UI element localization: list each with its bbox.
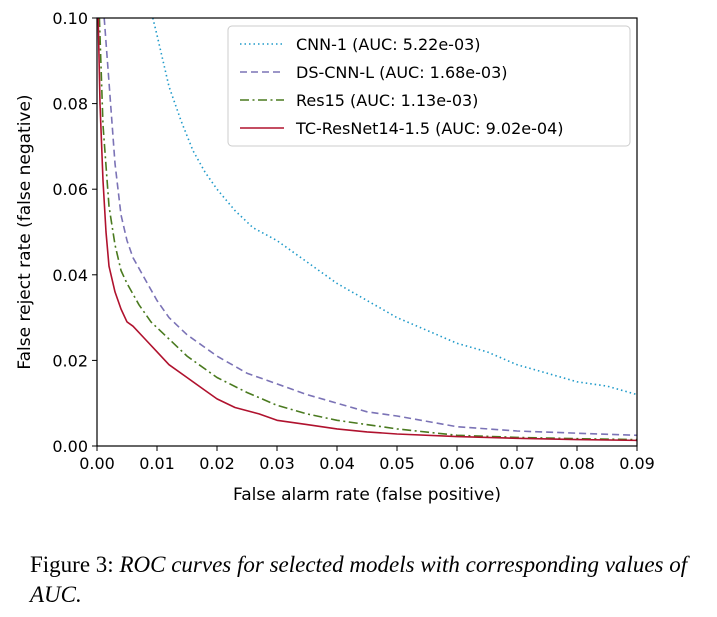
y-axis-title: False reject rate (false negative) (15, 94, 35, 369)
roc-chart: 0.00 0.01 0.02 0.03 0.04 0.05 0.06 0.07 0.08 0.09… (15, 9, 655, 505)
series-line-0 (152, 17, 638, 396)
x-tick-label: 0.00 (79, 454, 115, 473)
x-axis-title: False alarm rate (false positive) (233, 485, 501, 505)
x-tick-label: 0.03 (259, 454, 295, 473)
x-tick-label: 0.04 (319, 454, 355, 473)
x-tick-label: 0.08 (559, 454, 595, 473)
figure-caption: Figure 3: ROC curves for selected models… (30, 550, 710, 610)
legend-label-0: CNN-1 (AUC: 5.22e-03) (296, 35, 481, 54)
y-tick-label: 0.02 (52, 351, 88, 370)
x-tick-label: 0.09 (619, 454, 655, 473)
caption-text: ROC curves for selected models with corr… (30, 552, 688, 607)
y-tick-label: 0.06 (52, 180, 88, 199)
x-axis: 0.00 0.01 0.02 0.03 0.04 0.05 0.06 0.07 0.08 0.09 (79, 446, 655, 473)
x-tick-label: 0.06 (439, 454, 475, 473)
series-line-1 (103, 17, 638, 437)
legend-label-1: DS-CNN-L (AUC: 1.68e-03) (296, 63, 508, 82)
y-tick-label: 0.04 (52, 266, 88, 285)
legend: CNN-1 (AUC: 5.22e-03) DS-CNN-L (AUC: 1.68… (227, 25, 631, 147)
x-tick-label: 0.02 (199, 454, 235, 473)
y-tick-label: 0.00 (52, 437, 88, 456)
x-tick-label: 0.05 (379, 454, 415, 473)
series-line-3 (97, 17, 638, 442)
plot-frame (96, 17, 638, 447)
x-tick-label: 0.07 (499, 454, 535, 473)
series-line-2 (98, 17, 638, 441)
legend-box (227, 25, 631, 147)
legend-label-2: Res15 (AUC: 1.13e-03) (296, 91, 478, 110)
y-tick-label: 0.08 (52, 95, 88, 114)
y-tick-label: 0.10 (52, 9, 88, 28)
series-layer (97, 17, 638, 442)
legend-label-3: TC-ResNet14-1.5 (AUC: 9.02e-04) (295, 119, 564, 138)
x-tick-label: 0.01 (139, 454, 175, 473)
caption-label: Figure 3: (30, 552, 114, 577)
y-axis: 0.00 0.02 0.04 0.06 0.08 0.10 (52, 9, 97, 456)
